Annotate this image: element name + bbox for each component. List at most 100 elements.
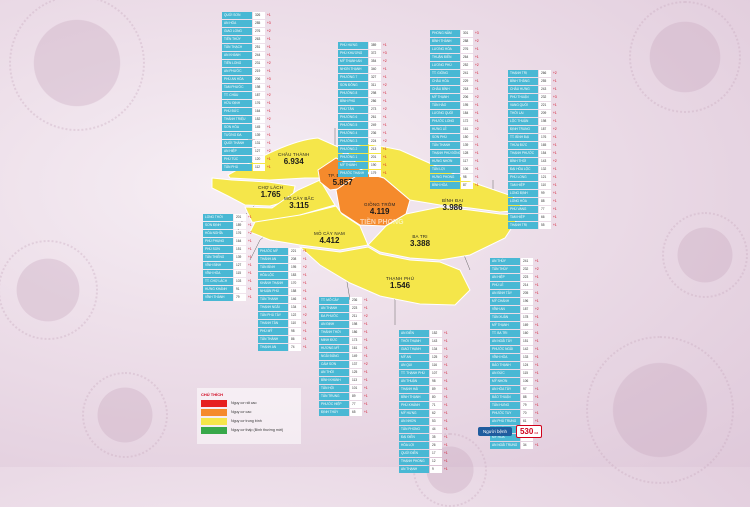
- commune-row: TÂN THẠCH 251 +1: [222, 44, 275, 51]
- commune-name: MỸ NHƠN: [490, 378, 520, 385]
- commune-row: TƯỜNG ĐA 139 +1: [222, 132, 275, 139]
- commune-name: MỸ THẠNH: [430, 94, 460, 101]
- commune-name: ĐA PHƯỚC: [319, 313, 349, 320]
- commune-row: THÀNH TRIỆU 152 +2: [222, 116, 275, 123]
- commune-change: +1: [535, 323, 539, 328]
- commune-row: NHƠN THẠNH 340 +1: [338, 66, 391, 73]
- commune-name: VANG QUỚI: [508, 102, 538, 109]
- commune-name: MỸ AN: [399, 354, 429, 361]
- region-name: MỎ CÀY NAM: [314, 231, 345, 236]
- commune-name: MỸ CHÁNH: [490, 298, 520, 305]
- commune-change: +1: [475, 183, 479, 188]
- commune-row: THẠNH PHONG 12 +1: [399, 458, 452, 465]
- commune-count: 243: [539, 86, 551, 93]
- commune-name: AN THỚI: [319, 369, 349, 376]
- commune-row: BÌNH THẮNG 255 +1: [508, 78, 561, 85]
- commune-change: +1: [444, 443, 448, 448]
- commune-change: +1: [364, 370, 368, 375]
- commune-change: +1: [535, 259, 539, 264]
- commune-name: AN PHÚ TRUNG: [490, 418, 520, 425]
- commune-change: +1: [535, 339, 539, 344]
- commune-name: AN THUẬN: [399, 378, 429, 385]
- commune-name: THUẬN ĐIỀN: [430, 54, 460, 61]
- commune-name: LỘC THUẬN: [508, 118, 538, 125]
- commune-change: +1: [535, 275, 539, 280]
- commune-count: 106: [461, 166, 473, 173]
- commune-change: +1: [535, 379, 539, 384]
- legend-label: Nguy cơ thấp (Bình thường mới): [231, 427, 284, 432]
- commune-count: 187: [539, 126, 551, 133]
- commune-count: 187: [521, 306, 533, 313]
- commune-row: THẠNH PHƯỚC 154 +1: [508, 150, 561, 157]
- commune-name: PHÚ ĐỨC: [222, 108, 252, 115]
- commune-name: TÂN HƯNG: [490, 402, 520, 409]
- commune-count: 263: [253, 36, 265, 43]
- commune-name: BÌNH KHÁNH: [319, 377, 349, 384]
- commune-count: 101: [350, 385, 362, 392]
- commune-change: +2: [475, 95, 479, 100]
- commune-row: TÂN PHÚ 112 +1: [222, 164, 275, 171]
- region-name: CHÂU THÀNH: [278, 152, 310, 157]
- commune-name: TT. BÌNH ĐẠI: [508, 134, 538, 141]
- commune-row: PHÚ KHƯƠNG 372 +3: [338, 50, 391, 57]
- commune-name: QUỚI SƠN: [222, 12, 252, 19]
- label-chau-thanh: CHÂU THÀNH 6.934: [278, 152, 310, 166]
- commune-row: PHƯỜNG 5 249 +1: [338, 122, 391, 129]
- commune-row: PHÚ MỸ 98 +1: [258, 328, 311, 335]
- commune-count: 107: [430, 370, 442, 377]
- virus-decoration: [661, 211, 749, 299]
- commune-row: HƯNG LỄ 161 +2: [430, 126, 483, 133]
- commune-row: AN THỦY 241 +1: [490, 258, 543, 265]
- commune-name: AN HÓA: [222, 20, 252, 27]
- commune-row: THẠNH AN 74 +1: [258, 344, 311, 351]
- patient-total-unit: ca: [534, 431, 539, 435]
- commune-name: PHƯỚC LONG: [430, 118, 460, 125]
- commune-count: 327: [369, 74, 381, 81]
- legend-title: CHÚ THÍCH: [201, 392, 223, 397]
- commune-change: +1: [535, 363, 539, 368]
- commune-count: 183: [289, 272, 301, 279]
- commune-name: HƯƠNG MỸ: [319, 345, 349, 352]
- commune-name: HƯNG KHÁNH: [203, 286, 233, 293]
- commune-count: 241: [521, 258, 533, 265]
- commune-change: +1: [535, 395, 539, 400]
- commune-change: +1: [535, 371, 539, 376]
- commune-list-tp-ben-tre: PHÚ HƯNG 389 +1 PHÚ KHƯƠNG 372 +3 MỸ THẠNH AN 3…: [338, 42, 391, 178]
- commune-count: 149: [350, 353, 362, 360]
- commune-count: 145: [253, 124, 265, 131]
- commune-count: 44: [430, 426, 442, 433]
- commune-change: +1: [553, 175, 557, 180]
- commune-row: QUỚI ĐIỀN 17 +1: [399, 450, 452, 457]
- commune-change: +1: [303, 321, 307, 326]
- commune-row: KHÁNH THẠNH 170 +1: [258, 280, 311, 287]
- commune-count: 266: [539, 70, 551, 77]
- commune-count: 139: [234, 254, 246, 261]
- commune-name: AN THẠNH: [319, 305, 349, 312]
- commune-change: +2: [383, 59, 387, 64]
- commune-change: +1: [364, 378, 368, 383]
- commune-row: TT. MỎ CÀY 236 +1: [319, 297, 372, 304]
- commune-count: 125: [350, 369, 362, 376]
- commune-row: THẠNH TRỊ 266 +2: [508, 70, 561, 77]
- commune-change: +2: [303, 313, 307, 318]
- commune-change: +1: [267, 13, 271, 18]
- commune-row: HƯNG NHƠN 117 +1: [430, 158, 483, 165]
- commune-change: +1: [364, 330, 368, 335]
- commune-name: PHÚ KHÁNH: [399, 402, 429, 409]
- commune-row: TÂN BÌNH 195 +2: [258, 264, 311, 271]
- commune-count: 198: [539, 118, 551, 125]
- commune-name: LƯƠNG PHÚ: [430, 62, 460, 69]
- commune-count: 264: [461, 54, 473, 61]
- commune-name: LONG HÒA: [508, 198, 538, 205]
- commune-name: AN PHƯỚC: [222, 68, 252, 75]
- commune-name: PHƯỚC TUY: [490, 410, 520, 417]
- commune-count: 113: [350, 377, 362, 384]
- commune-change: +1: [383, 131, 387, 136]
- commune-change: +1: [364, 306, 368, 311]
- commune-change: +1: [364, 386, 368, 391]
- label-thanh-phu: THẠNH PHÚ 1.546: [386, 276, 414, 290]
- commune-name: PHÚ TÚC: [222, 156, 252, 163]
- commune-count: 178: [521, 314, 533, 321]
- legend-item-high: Nguy cơ cao: [201, 409, 297, 416]
- commune-change: +1: [383, 43, 387, 48]
